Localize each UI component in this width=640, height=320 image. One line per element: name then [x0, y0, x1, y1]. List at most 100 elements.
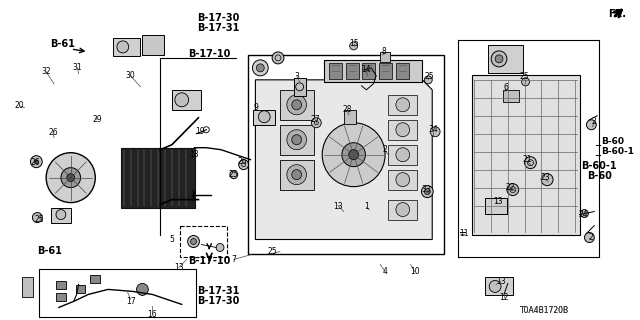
Circle shape [287, 165, 307, 185]
Bar [143, 35, 164, 55]
Bar [485, 197, 507, 213]
Bar [113, 38, 140, 56]
Circle shape [349, 42, 358, 50]
Bar [253, 110, 275, 125]
Bar [396, 63, 409, 79]
Bar [388, 120, 417, 140]
Circle shape [136, 284, 148, 295]
Bar [329, 63, 342, 79]
Text: 23: 23 [540, 173, 550, 182]
Bar [344, 110, 356, 124]
Circle shape [522, 78, 529, 86]
Circle shape [396, 173, 410, 187]
Text: 29: 29 [92, 115, 102, 124]
Text: 2: 2 [592, 117, 596, 126]
Bar [388, 200, 417, 220]
Text: 12: 12 [499, 293, 509, 302]
Circle shape [272, 52, 284, 64]
Circle shape [61, 168, 81, 188]
Text: 25: 25 [424, 72, 434, 81]
Circle shape [239, 160, 248, 170]
Circle shape [424, 76, 432, 84]
Bar [362, 63, 375, 79]
Text: 25: 25 [35, 215, 44, 224]
Bar [172, 90, 202, 110]
Circle shape [430, 127, 440, 137]
Circle shape [312, 118, 321, 128]
Circle shape [216, 244, 224, 252]
Text: 24: 24 [579, 210, 588, 219]
Text: 25: 25 [228, 170, 237, 179]
Circle shape [257, 64, 264, 72]
Text: B-61: B-61 [50, 39, 75, 49]
Text: T0A4B1720B: T0A4B1720B [520, 306, 569, 315]
Polygon shape [255, 80, 432, 239]
Bar [346, 63, 358, 79]
Circle shape [175, 93, 189, 107]
Text: 4: 4 [383, 267, 387, 276]
Text: 26: 26 [238, 157, 248, 166]
Bar [380, 52, 390, 62]
Text: 32: 32 [42, 67, 51, 76]
Text: B-17-30: B-17-30 [197, 13, 239, 23]
Circle shape [580, 210, 588, 218]
Circle shape [292, 170, 301, 180]
Text: 11: 11 [459, 229, 468, 238]
Text: 13: 13 [174, 263, 184, 272]
Circle shape [396, 148, 410, 162]
Text: B-17-31: B-17-31 [197, 286, 239, 296]
Text: 30: 30 [126, 71, 136, 80]
Circle shape [541, 174, 553, 186]
Text: 7: 7 [232, 255, 236, 264]
Circle shape [491, 51, 507, 67]
Text: 13: 13 [333, 202, 343, 211]
Bar [76, 285, 86, 293]
Text: B-60-1: B-60-1 [601, 147, 634, 156]
Circle shape [424, 188, 430, 195]
Circle shape [342, 143, 365, 167]
Circle shape [584, 233, 595, 243]
Text: 14: 14 [362, 65, 371, 74]
Text: FR.: FR. [608, 9, 626, 19]
Bar [51, 208, 71, 222]
Circle shape [292, 100, 301, 110]
Bar [56, 293, 66, 301]
Circle shape [287, 130, 307, 150]
Text: B-60-1: B-60-1 [581, 161, 617, 171]
Text: 33: 33 [422, 185, 431, 194]
Text: 28: 28 [343, 105, 353, 114]
Text: 34: 34 [428, 125, 438, 134]
Circle shape [35, 160, 38, 164]
Bar [248, 55, 444, 254]
Bar [503, 90, 518, 102]
Text: 27: 27 [310, 115, 320, 124]
Circle shape [525, 157, 536, 169]
Text: B-61: B-61 [36, 246, 61, 257]
Bar [56, 281, 66, 289]
Bar [388, 170, 417, 190]
Circle shape [396, 123, 410, 137]
Text: B-60: B-60 [601, 137, 624, 146]
Circle shape [292, 135, 301, 145]
Text: 31: 31 [73, 63, 83, 72]
Text: 2: 2 [588, 233, 593, 242]
Bar [388, 145, 417, 165]
Bar [388, 95, 417, 115]
Circle shape [67, 174, 75, 182]
Text: 26: 26 [31, 158, 40, 167]
Circle shape [31, 156, 42, 168]
Text: B-17-30: B-17-30 [197, 296, 239, 306]
Circle shape [421, 186, 433, 197]
Circle shape [489, 280, 501, 292]
Text: 13: 13 [496, 277, 506, 286]
Bar [324, 60, 422, 82]
Text: 21: 21 [523, 155, 532, 164]
Circle shape [252, 60, 268, 76]
Bar [22, 277, 33, 297]
Text: B-60: B-60 [587, 171, 612, 181]
Circle shape [46, 153, 95, 203]
Text: 5: 5 [170, 235, 174, 244]
Text: 2: 2 [190, 190, 195, 199]
Bar [379, 63, 392, 79]
Text: 20: 20 [15, 101, 24, 110]
